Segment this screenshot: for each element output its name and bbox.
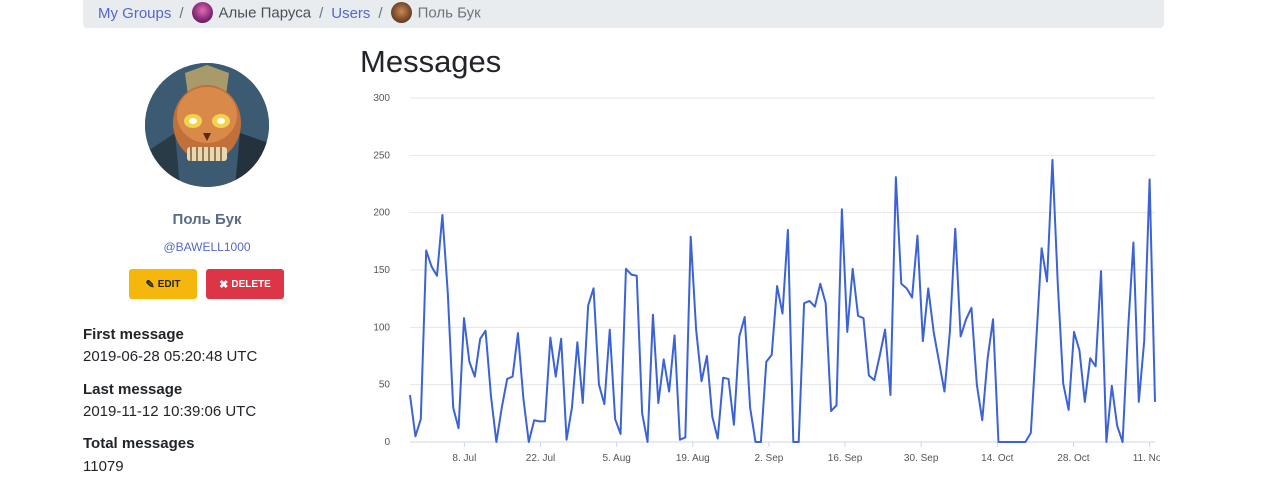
breadcrumb-separator: /	[378, 4, 383, 22]
y-tick-label: 300	[373, 93, 390, 104]
edit-button-label: EDIT	[157, 278, 181, 290]
last-message-label: Last message	[83, 381, 183, 398]
y-tick-label: 200	[373, 208, 390, 219]
user-avatar-small	[390, 1, 412, 23]
breadcrumb-group[interactable]: Алые Паруса	[191, 1, 312, 24]
total-messages-label: Total messages	[83, 435, 195, 452]
breadcrumb-separator: /	[319, 4, 324, 22]
delete-button[interactable]: ✖ DELETE	[206, 269, 284, 299]
x-tick-label: 5. Aug	[602, 453, 630, 464]
x-tick-label: 30. Sep	[904, 453, 939, 464]
breadcrumb-current-user: Поль Бук	[390, 1, 481, 24]
skull-avatar-image	[145, 63, 269, 187]
close-icon: ✖	[219, 278, 229, 291]
breadcrumb-separator: /	[179, 4, 184, 22]
chart-title: Messages	[360, 44, 502, 79]
breadcrumb-my-groups-link[interactable]: My Groups	[98, 4, 172, 22]
x-tick-label: 11. Nov	[1133, 453, 1160, 464]
last-message-value: 2019-11-12 10:39:06 UTC	[83, 403, 257, 420]
y-tick-label: 150	[373, 265, 390, 276]
delete-button-label: DELETE	[231, 278, 271, 290]
edit-button[interactable]: ✎ EDIT	[129, 269, 197, 299]
pencil-icon: ✎	[145, 278, 155, 291]
x-tick-label: 8. Jul	[452, 453, 476, 464]
x-tick-label: 2. Sep	[754, 453, 783, 464]
avatar	[145, 63, 269, 187]
group-avatar	[191, 1, 213, 23]
user-name: Поль Бук	[172, 211, 242, 228]
breadcrumb-users-link[interactable]: Users	[331, 4, 371, 22]
breadcrumb: My Groups / Алые Паруса / Users / Поль Б…	[83, 0, 1164, 28]
y-tick-label: 250	[373, 150, 390, 161]
total-messages-value: 11079	[83, 458, 124, 475]
user-handle-link[interactable]: @BAWELL1000	[163, 240, 251, 254]
y-tick-label: 50	[379, 380, 391, 391]
messages-chart: 0 50 100 150 200 250 300 8. Jul 22. Jul 5. Aug 19.…	[373, 93, 1160, 464]
breadcrumb-group-label: Алые Паруса	[218, 3, 312, 21]
series-line	[409, 158, 1156, 443]
y-tick-label: 100	[373, 322, 390, 333]
x-tick-label: 28. Oct	[1057, 453, 1089, 464]
y-tick-label: 0	[384, 437, 390, 448]
first-message-value: 2019-06-28 05:20:48 UTC	[83, 348, 258, 365]
breadcrumb-current-label: Поль Бук	[417, 3, 481, 21]
x-tick-label: 16. Sep	[828, 453, 863, 464]
first-message-label: First message	[83, 326, 184, 343]
x-tick-label: 14. Oct	[981, 453, 1013, 464]
x-tick-label: 22. Jul	[526, 453, 555, 464]
x-tick-label: 19. Aug	[676, 453, 710, 464]
